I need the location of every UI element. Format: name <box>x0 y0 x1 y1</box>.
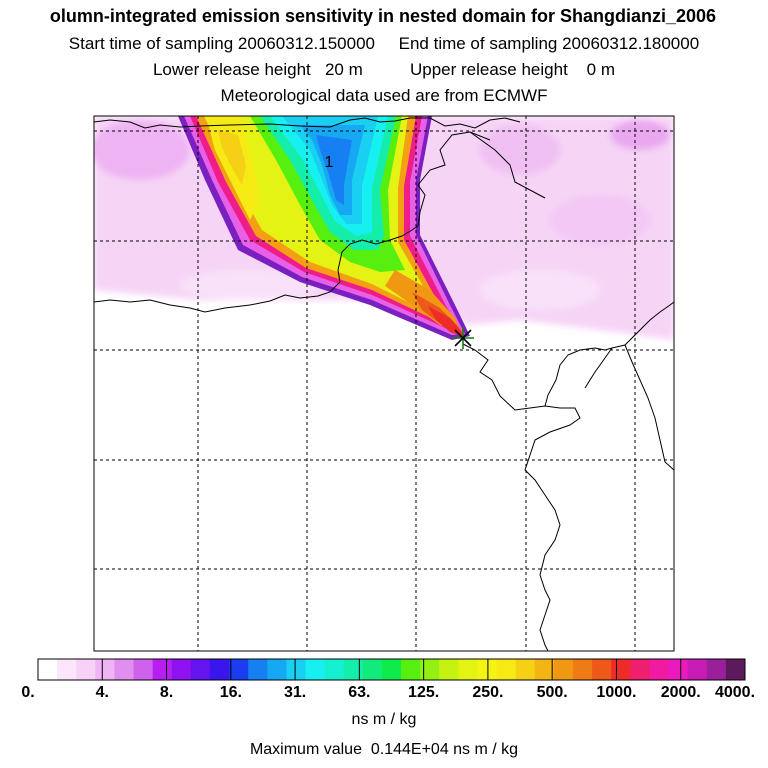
colorbar-tick-label: 31. <box>283 684 307 701</box>
colorbar-tick-label: 2000. <box>660 684 701 701</box>
colorbar-tick-label: 8. <box>159 684 174 701</box>
colorbar-tick-label: 4. <box>95 684 109 701</box>
receptor-marker-icon <box>452 327 474 349</box>
plot-title: olumn-integrated emission sensitivity in… <box>49 6 717 26</box>
release-heights: Lower release height 20 m Upper release … <box>152 60 616 79</box>
colorbar-tick-label: 4000. <box>714 684 756 701</box>
colorbar-tick-label: 16. <box>219 684 242 701</box>
map-frame <box>93 115 675 652</box>
met-data-source: Meteorological data used are from ECMWF <box>220 86 548 105</box>
colorbar-tick-label: 500. <box>536 684 568 701</box>
maximum-value: Maximum value 0.144E+04 ns m / kg <box>249 741 519 758</box>
contour-label: 1 <box>325 154 334 171</box>
sampling-times: Start time of sampling 20060312.150000 E… <box>68 34 700 53</box>
lat-lon-grid <box>94 116 674 651</box>
colorbar-tick-label: 250. <box>472 684 504 701</box>
colorbar-tick-label: 0. <box>21 684 35 701</box>
emission-plume <box>178 116 470 340</box>
colorbar-units: ns m / kg <box>351 711 417 728</box>
colorbar-tick-label: 63. <box>348 684 371 701</box>
colorbar-tick-label: 1000. <box>596 684 637 701</box>
coastlines <box>94 117 674 651</box>
colorbar-tick-label: 125. <box>408 684 440 701</box>
map-field: 1 <box>94 116 674 651</box>
